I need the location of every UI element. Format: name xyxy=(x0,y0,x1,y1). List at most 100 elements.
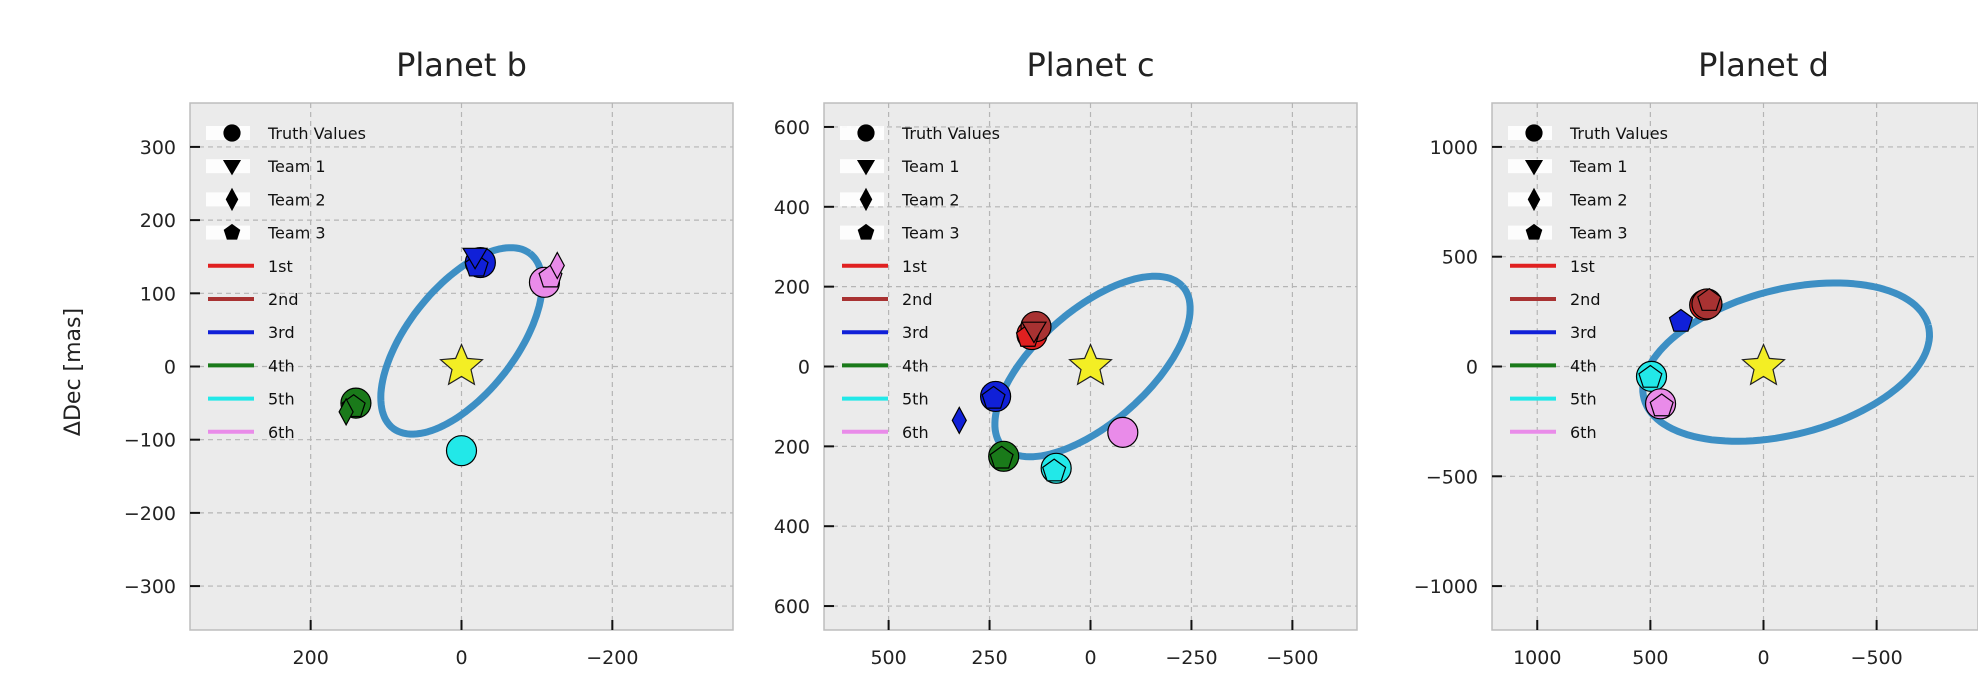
legend-label: Truth Values xyxy=(267,124,366,143)
x-tick-label: −500 xyxy=(1266,647,1318,669)
x-tick-label: 200 xyxy=(293,647,329,669)
legend-label: 3rd xyxy=(1570,323,1597,342)
legend-label: Team 3 xyxy=(267,224,326,243)
legend-label: 5th xyxy=(268,390,295,409)
data-point xyxy=(1020,321,1048,344)
panel-3: Truth Values Team 1 Team 2 Team 3 1st 2nd 3rd 4… xyxy=(1414,46,1978,669)
legend-label: 4th xyxy=(268,356,295,375)
legend-label: Team 1 xyxy=(1569,157,1628,176)
x-tick-label: 0 xyxy=(1757,647,1769,669)
legend-marker xyxy=(856,160,876,176)
legend-label: Team 2 xyxy=(267,190,326,209)
plot-area: Truth Values Team 1 Team 2 Team 3 1st 2nd 3rd 4… xyxy=(824,103,1357,630)
legend-label: 3rd xyxy=(268,323,295,342)
legend-label: Team 1 xyxy=(901,157,960,176)
x-tick-label: 250 xyxy=(971,647,1007,669)
legend-marker xyxy=(225,187,239,212)
y-tick-label: 500 xyxy=(1442,247,1478,269)
data-point xyxy=(951,406,967,435)
legend-label: Team 3 xyxy=(1569,224,1628,243)
legend-label: 2nd xyxy=(1570,290,1600,309)
legend-label: Team 1 xyxy=(267,157,326,176)
legend-label: 4th xyxy=(902,356,929,375)
legend-label: Team 3 xyxy=(901,224,960,243)
data-point xyxy=(989,445,1014,469)
orbit-path xyxy=(1639,279,1933,445)
legend-marker xyxy=(222,160,242,176)
data-point xyxy=(1107,416,1139,448)
data-point xyxy=(1668,308,1694,332)
y-tick-label: −500 xyxy=(1426,466,1478,488)
legend-marker xyxy=(1524,160,1544,176)
y-axis-label: ΔDec [mas] xyxy=(61,308,86,436)
legend-label: Truth Values xyxy=(901,124,1000,143)
legend-marker xyxy=(223,223,241,240)
legend-marker xyxy=(1527,187,1541,212)
x-tick-label: −500 xyxy=(1851,647,1903,669)
legend-marker xyxy=(857,124,875,142)
data-point xyxy=(462,247,489,270)
legend-label: 5th xyxy=(1570,390,1597,409)
y-tick-label: −300 xyxy=(124,576,176,598)
y-tick-label: −1000 xyxy=(1414,576,1478,598)
y-tick-label: 300 xyxy=(140,137,176,159)
legend-label: Team 2 xyxy=(901,190,960,209)
legend-label: Team 2 xyxy=(1569,190,1628,209)
y-tick-label: 400 xyxy=(774,197,810,219)
panel-title: Planet b xyxy=(396,46,527,84)
panel-2: Truth Values Team 1 Team 2 Team 3 1st 2nd 3rd 4… xyxy=(774,46,1358,669)
data-point xyxy=(1649,393,1674,417)
legend-label: 2nd xyxy=(268,290,298,309)
legend-label: 1st xyxy=(1570,257,1595,276)
y-tick-label: 100 xyxy=(140,283,176,305)
legend-marker xyxy=(1525,124,1543,142)
legend-label: 6th xyxy=(268,423,295,442)
legend-label: 1st xyxy=(268,257,293,276)
data-point xyxy=(1638,364,1663,388)
legend-label: 3rd xyxy=(902,323,929,342)
y-tick-label: 600 xyxy=(774,117,810,139)
x-tick-label: 0 xyxy=(1084,647,1096,669)
legend-marker xyxy=(859,187,873,212)
legend-label: Truth Values xyxy=(1569,124,1668,143)
legend-marker xyxy=(223,124,241,142)
y-tick-label: 0 xyxy=(798,357,810,379)
y-tick-label: −200 xyxy=(124,503,176,525)
data-point xyxy=(981,385,1006,409)
x-tick-label: 0 xyxy=(455,647,467,669)
data-point xyxy=(445,435,478,467)
data-point xyxy=(338,397,354,427)
panel-1: Truth Values Team 1 Team 2 Team 3 1st 2nd 3rd 4… xyxy=(124,46,734,669)
legend-label: 2nd xyxy=(902,290,932,309)
data-point xyxy=(1697,287,1722,311)
x-tick-label: −200 xyxy=(586,647,638,669)
data-point xyxy=(549,251,565,280)
y-tick-label: 0 xyxy=(1466,357,1478,379)
y-tick-label: 0 xyxy=(164,357,176,379)
plot-area: Truth Values Team 1 Team 2 Team 3 1st 2nd 3rd 4… xyxy=(1492,103,1978,630)
legend-marker xyxy=(857,223,875,240)
legend-label: 6th xyxy=(1570,423,1597,442)
host-star-marker xyxy=(1068,342,1113,386)
data-point xyxy=(1042,458,1067,482)
legend-label: 5th xyxy=(902,390,929,409)
plot-area: Truth Values Team 1 Team 2 Team 3 1st 2nd 3rd 4… xyxy=(190,103,733,630)
panel-title: Planet c xyxy=(1026,46,1154,84)
y-tick-label: −100 xyxy=(124,430,176,452)
y-tick-label: 1000 xyxy=(1430,137,1478,159)
x-tick-label: 500 xyxy=(870,647,906,669)
x-tick-label: −250 xyxy=(1165,647,1217,669)
y-tick-label: 200 xyxy=(140,210,176,232)
legend-label: 4th xyxy=(1570,356,1597,375)
x-tick-label: 1000 xyxy=(1513,647,1561,669)
y-tick-label: 400 xyxy=(774,516,810,538)
x-tick-label: 500 xyxy=(1632,647,1668,669)
legend-marker xyxy=(1525,223,1543,240)
orbit-path xyxy=(377,244,546,438)
y-tick-label: 200 xyxy=(774,277,810,299)
y-tick-label: 600 xyxy=(774,596,810,618)
panel-title: Planet d xyxy=(1698,46,1829,84)
y-tick-label: 200 xyxy=(774,436,810,458)
host-star-marker xyxy=(439,342,484,386)
